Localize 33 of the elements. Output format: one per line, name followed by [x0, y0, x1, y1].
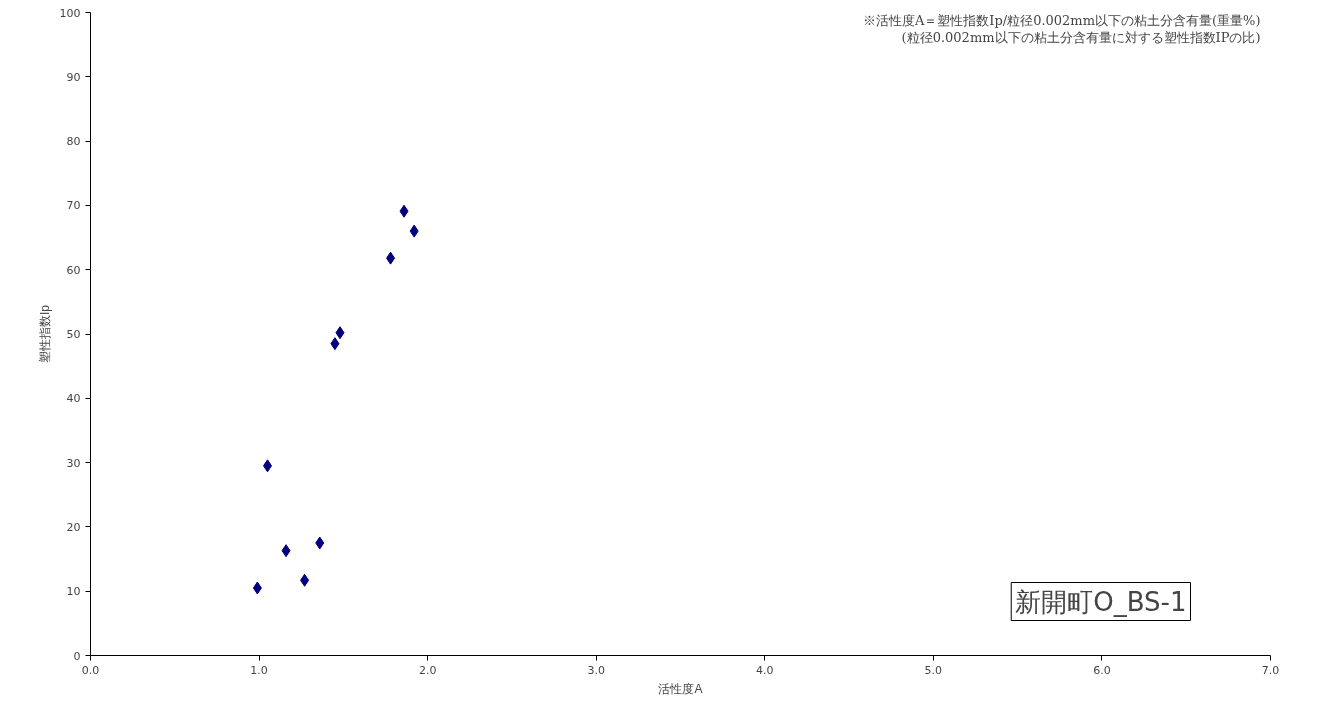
point	[315, 536, 325, 550]
point	[386, 251, 396, 265]
x-tick-label: 2.0	[418, 663, 437, 677]
x-tick-label: 4.0	[756, 663, 774, 677]
y-axis-title: 塑性指数Ip	[37, 304, 52, 363]
y-tick-label: 70	[66, 199, 81, 213]
x-tick-label: 3.0	[587, 663, 605, 677]
y-tick-label: 60	[66, 263, 81, 277]
y-tick-label: 100	[59, 6, 81, 20]
y-tick-label: 20	[66, 520, 81, 534]
point	[409, 224, 419, 238]
y-tick-label: 10	[66, 585, 81, 599]
y-tick-label: 40	[66, 392, 81, 406]
point	[252, 581, 262, 595]
x-tick-label: 0.0	[81, 663, 100, 677]
point	[281, 544, 291, 558]
point	[399, 204, 409, 218]
annotation: 新開町O_BS-1	[1015, 586, 1187, 617]
x-tick-label: 5.0	[924, 663, 943, 677]
point	[335, 326, 345, 340]
point	[300, 573, 310, 587]
x-tick-label: 6.0	[1093, 663, 1111, 677]
x-axis-title: 活性度A	[658, 681, 703, 696]
y-tick-label: 80	[66, 135, 81, 149]
x-tick-label: 7.0	[1261, 663, 1280, 677]
annotation: ※活性度A＝塑性指数Ip/粒径0.002mm以下の粘土分含有量(重量%)	[862, 12, 1261, 28]
y-tick-label: 50	[66, 328, 81, 341]
point	[330, 337, 340, 351]
y-tick-label: 30	[66, 456, 81, 470]
annotation: (粒径0.002mm以下の粘土分含有量に対する塑性指数IPの比)	[901, 29, 1261, 45]
y-tick-label: 90	[66, 70, 81, 84]
y-tick-label: 0	[73, 649, 81, 663]
x-tick-label: 1.0	[250, 663, 268, 677]
